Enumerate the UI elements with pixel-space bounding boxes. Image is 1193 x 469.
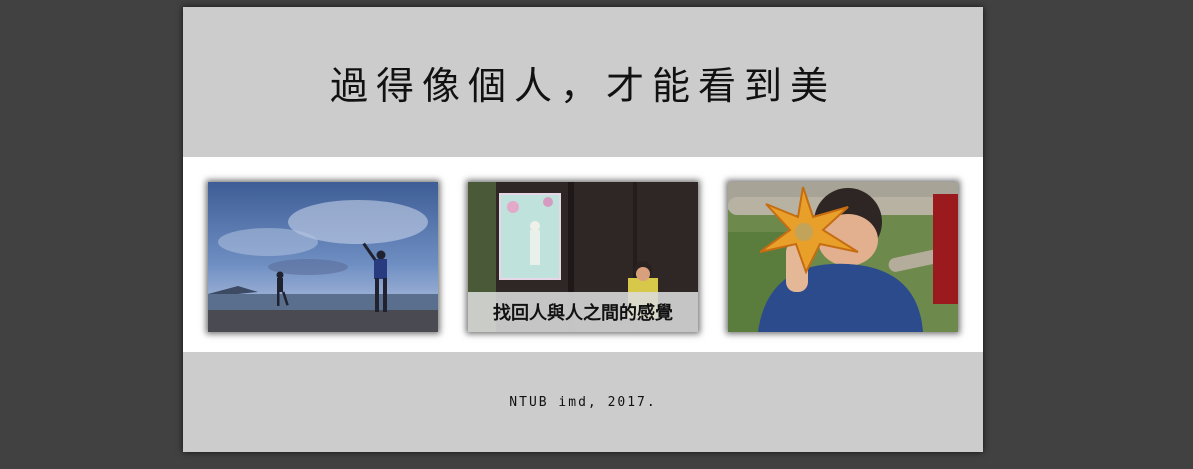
page-title: 過得像個人，才能看到美 — [329, 63, 836, 108]
page-card: 過得像個人，才能看到美 — [183, 7, 983, 452]
beach-photo-image — [208, 182, 438, 332]
gallery-photo-leaf[interactable] — [728, 182, 958, 332]
header: 過得像個人，才能看到美 — [183, 7, 983, 157]
footer: NTUB imd, 2017. — [183, 352, 983, 452]
footer-text: NTUB imd, 2017. — [509, 394, 657, 410]
photo-caption: 找回人與人之間的感覺 — [468, 292, 698, 332]
leaf-photo-image — [728, 182, 958, 332]
photo-gallery: 找回人與人之間的感覺 — [183, 157, 983, 352]
gallery-photo-door[interactable]: 找回人與人之間的感覺 — [468, 182, 698, 332]
gallery-photo-beach[interactable] — [208, 182, 438, 332]
